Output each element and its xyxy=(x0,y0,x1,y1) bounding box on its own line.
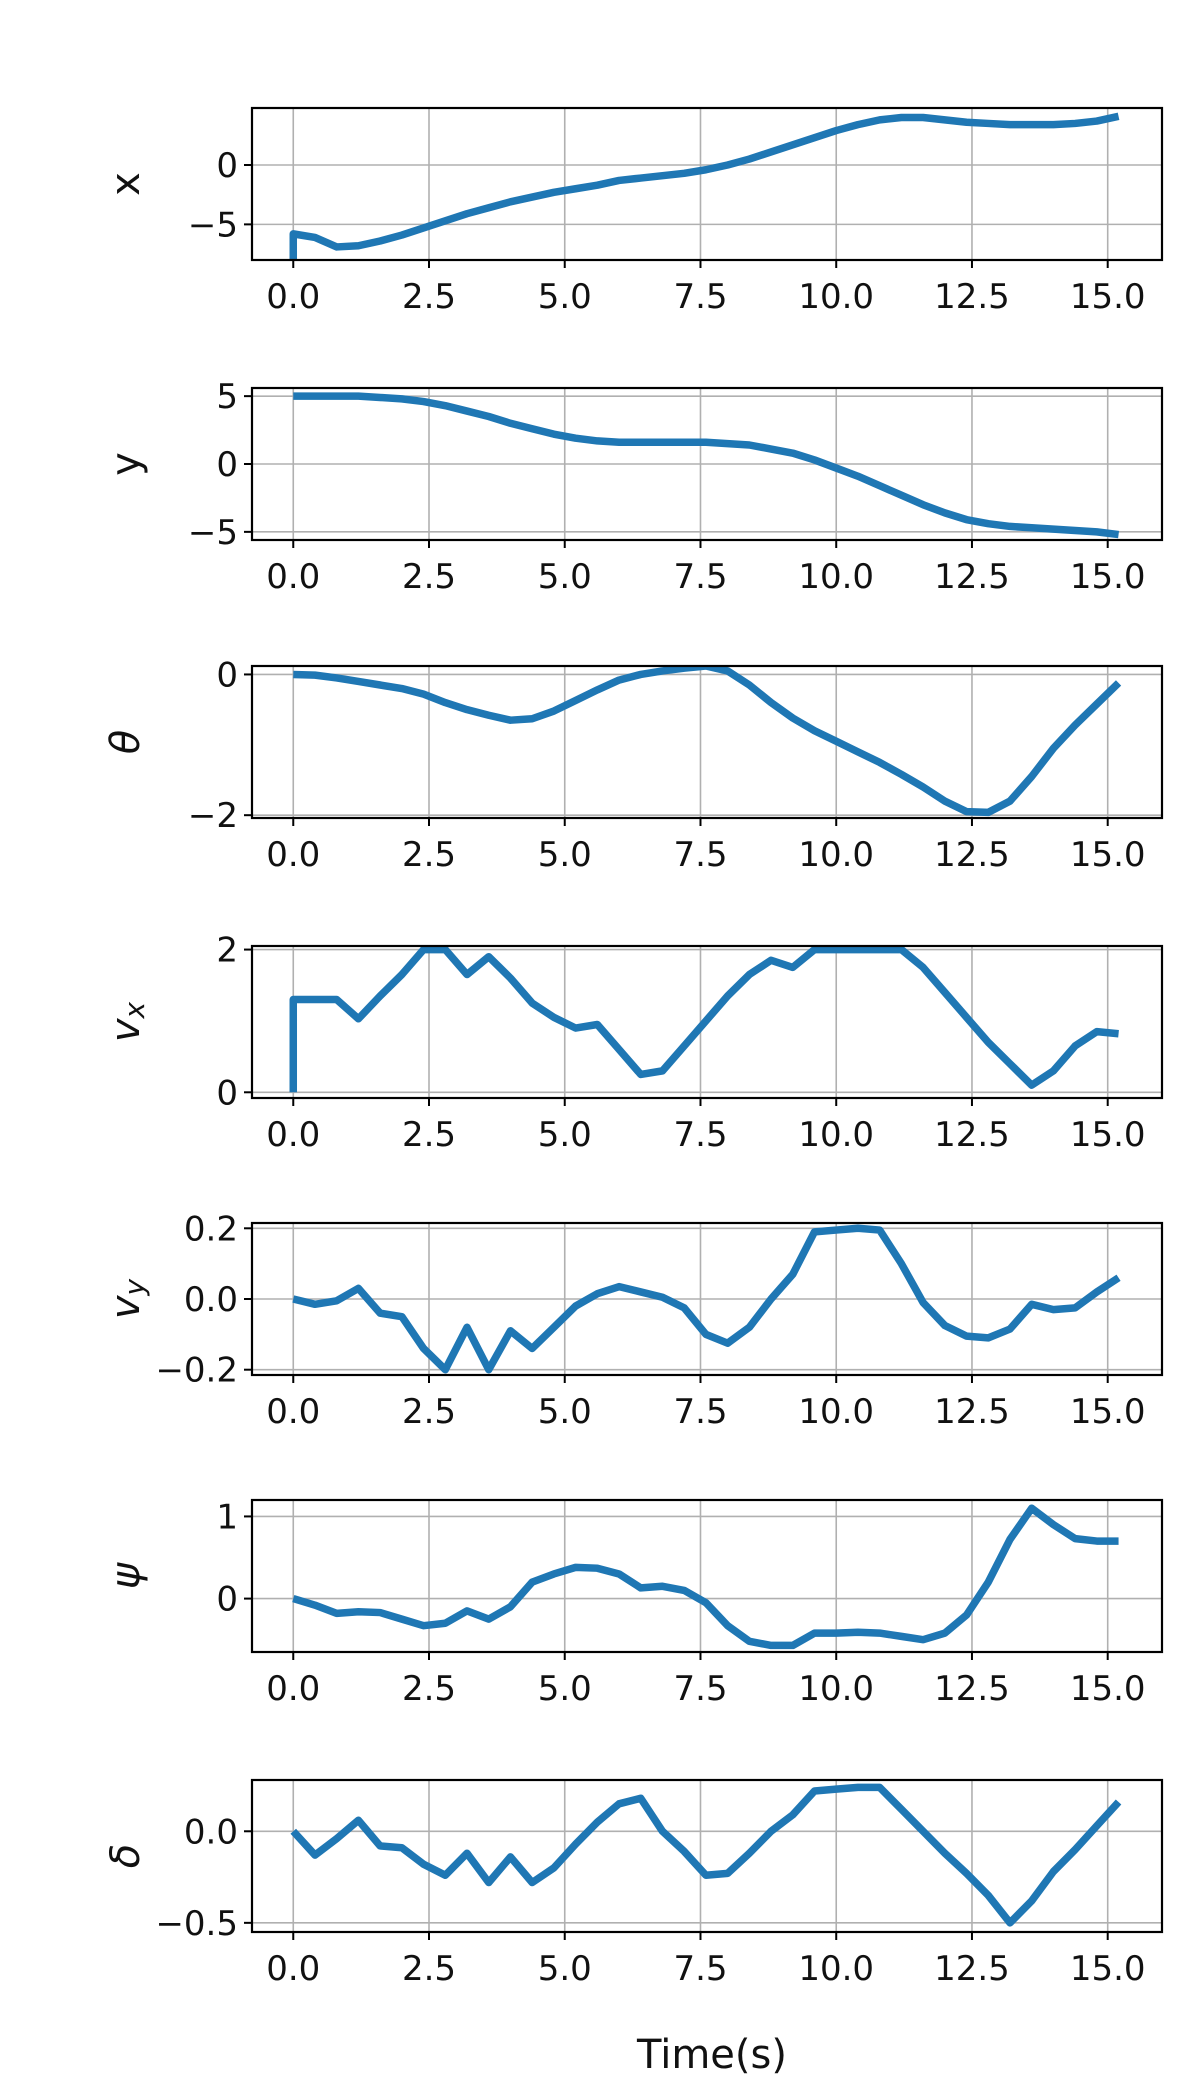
x-tick-label: 2.5 xyxy=(402,835,456,875)
y-tick-label: −0.5 xyxy=(155,1904,238,1944)
x-tick-label: 7.5 xyxy=(673,1115,727,1155)
x-tick-label: 10.0 xyxy=(798,277,874,317)
series-line xyxy=(292,1224,1121,1374)
x-tick-label: 5.0 xyxy=(538,1949,592,1989)
x-tick-label: 7.5 xyxy=(673,277,727,317)
x-tick-label: 0.0 xyxy=(266,277,320,317)
y-tick-label: 0 xyxy=(216,1073,238,1113)
subplot-1: 0.0 2.5 5.0 7.5 10.0 12.5 15.0 0 −5 x xyxy=(103,106,1164,317)
x-tick-label: 0.0 xyxy=(266,557,320,597)
axes-frame xyxy=(250,1221,1164,1377)
x-tick-label: 10.0 xyxy=(798,1115,874,1155)
x-tick-label: 7.5 xyxy=(673,1669,727,1709)
x-tick-label: 15.0 xyxy=(1070,1669,1146,1709)
series-line xyxy=(289,112,1120,260)
x-tick-label: 12.5 xyxy=(934,1669,1010,1709)
y-tick-label: 0.0 xyxy=(184,1280,238,1320)
y-axis-label: vx xyxy=(103,1001,151,1042)
y-tick-label: 1 xyxy=(216,1497,238,1537)
x-tick-label: 2.5 xyxy=(402,1115,456,1155)
subplot-6: 0.0 2.5 5.0 7.5 10.0 12.5 15.0 1 0 ψ xyxy=(103,1497,1164,1709)
x-tick-label: 15.0 xyxy=(1070,835,1146,875)
y-axis-label: ψ xyxy=(103,1561,149,1589)
y-tick-label: 0 xyxy=(216,146,238,186)
x-tick-label: 7.5 xyxy=(673,835,727,875)
y-axis-label: θ xyxy=(103,730,149,754)
y-tick-label: −0.2 xyxy=(155,1351,238,1391)
y-tick-label: 0.0 xyxy=(184,1812,238,1852)
x-tick-label: 15.0 xyxy=(1070,1949,1146,1989)
series-line xyxy=(292,1504,1119,1650)
x-tick-label: 0.0 xyxy=(266,1669,320,1709)
axes-frame xyxy=(250,106,1164,262)
x-tick-label: 5.0 xyxy=(538,1669,592,1709)
y-tick-label: −5 xyxy=(188,205,238,245)
y-axis-label: y xyxy=(103,452,149,476)
y-tick-label: 2 xyxy=(216,931,238,971)
x-tick-label: 12.5 xyxy=(934,835,1010,875)
y-tick-label: 0.2 xyxy=(184,1209,238,1249)
x-tick-label: 0.0 xyxy=(266,835,320,875)
x-tick-label: 12.5 xyxy=(934,277,1010,317)
subplot-2: 0.0 2.5 5.0 7.5 10.0 12.5 15.0 5 0 −5 y xyxy=(103,377,1164,597)
x-tick-label: 10.0 xyxy=(798,835,874,875)
x-tick-label: 5.0 xyxy=(538,1115,592,1155)
axes-frame xyxy=(250,664,1164,820)
x-tick-label: 12.5 xyxy=(934,1392,1010,1432)
y-tick-label: −2 xyxy=(188,796,238,836)
y-tick-label: 0 xyxy=(216,655,238,695)
subplot-7: 0.0 2.5 5.0 7.5 10.0 12.5 15.0 0.0 −0.5 δ xyxy=(103,1778,1164,1989)
x-tick-label: 5.0 xyxy=(538,277,592,317)
x-tick-label: 10.0 xyxy=(798,1392,874,1432)
subplot-5: 0.0 2.5 5.0 7.5 10.0 12.5 15.0 0.2 0.0 −0.2vy xyxy=(103,1209,1164,1432)
x-tick-label: 15.0 xyxy=(1070,557,1146,597)
x-tick-label: 2.5 xyxy=(402,1669,456,1709)
x-tick-label: 0.0 xyxy=(266,1392,320,1432)
x-tick-label: 15.0 xyxy=(1070,277,1146,317)
subplot-4: 0.0 2.5 5.0 7.5 10.0 12.5 15.0 2 0 vx xyxy=(103,931,1164,1155)
x-tick-label: 7.5 xyxy=(673,1949,727,1989)
axes-frame xyxy=(250,944,1164,1100)
series-line xyxy=(290,1783,1122,1927)
x-tick-label: 10.0 xyxy=(798,557,874,597)
y-tick-label: 5 xyxy=(216,377,238,417)
x-tick-label: 0.0 xyxy=(266,1115,320,1155)
x-tick-label: 10.0 xyxy=(798,1949,874,1989)
x-tick-label: 2.5 xyxy=(402,557,456,597)
x-axis-label: Time(s) xyxy=(636,2032,787,2078)
x-tick-label: 5.0 xyxy=(538,835,592,875)
axes-frame xyxy=(250,1498,1164,1654)
x-tick-label: 2.5 xyxy=(402,277,456,317)
y-tick-label: 0 xyxy=(216,445,238,485)
y-axis-label: δ xyxy=(103,1844,149,1868)
series-line xyxy=(293,666,1122,817)
series-line xyxy=(289,946,1119,1093)
x-tick-label: 12.5 xyxy=(934,1115,1010,1155)
x-tick-label: 15.0 xyxy=(1070,1392,1146,1432)
y-tick-label: −5 xyxy=(188,513,238,553)
axes-frame xyxy=(250,1778,1164,1934)
axes-frame xyxy=(250,386,1164,542)
x-tick-label: 0.0 xyxy=(266,1949,320,1989)
x-tick-label: 12.5 xyxy=(934,557,1010,597)
x-tick-label: 10.0 xyxy=(798,1669,874,1709)
x-tick-label: 15.0 xyxy=(1070,1115,1146,1155)
x-tick-label: 7.5 xyxy=(673,1392,727,1432)
series-line xyxy=(293,392,1120,539)
x-tick-label: 2.5 xyxy=(402,1949,456,1989)
x-tick-label: 5.0 xyxy=(538,557,592,597)
x-tick-label: 2.5 xyxy=(402,1392,456,1432)
y-axis-label: vy xyxy=(103,1278,151,1319)
y-tick-label: 0 xyxy=(216,1580,238,1620)
subplot-3: 0.0 2.5 5.0 7.5 10.0 12.5 15.0 0 −2 θ xyxy=(103,655,1164,875)
x-tick-label: 7.5 xyxy=(673,557,727,597)
x-tick-label: 5.0 xyxy=(538,1392,592,1432)
y-axis-label: x xyxy=(103,172,149,196)
x-tick-label: 12.5 xyxy=(934,1949,1010,1989)
